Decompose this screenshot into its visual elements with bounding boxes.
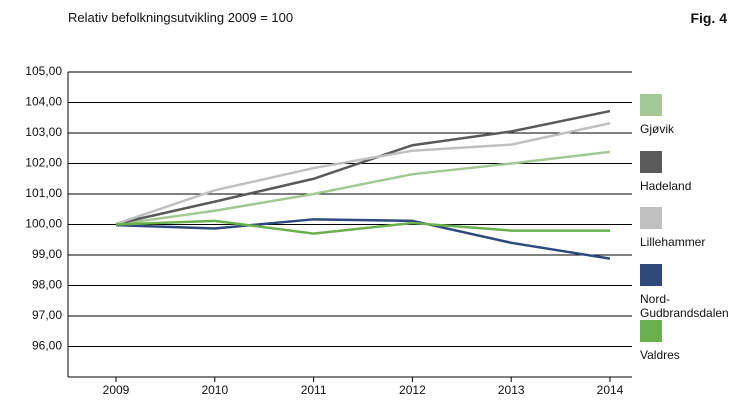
series-line [115, 219, 610, 235]
chart-title: Relativ befolkningsutvikling 2009 = 100 [68, 10, 294, 25]
y-tick-label: 98,00 [32, 278, 62, 292]
series-line [115, 218, 611, 260]
y-tick-label: 103,00 [25, 125, 62, 139]
y-tick-label: 100,00 [25, 217, 62, 231]
y-tick-label: 96,00 [32, 339, 62, 353]
y-tick-label: 104,00 [25, 95, 62, 109]
y-tick-label: 101,00 [25, 186, 62, 200]
legend-swatch [640, 94, 662, 116]
legend-label: Gjøvik [640, 122, 674, 136]
figure-label: Fig. 4 [690, 10, 727, 26]
x-tick-label: 2013 [498, 383, 525, 397]
y-tick-label: 97,00 [32, 308, 62, 322]
y-tick-label: 105,00 [25, 64, 62, 78]
x-tick-label: 2012 [399, 383, 426, 397]
x-tick-label: 2014 [597, 383, 624, 397]
legend-swatch [640, 150, 662, 173]
legend-label: Lillehammer [640, 235, 706, 249]
x-tick-label: 2010 [201, 383, 228, 397]
legend-swatch [640, 207, 662, 229]
y-tick-label: 102,00 [25, 156, 62, 170]
x-tick-label: 2011 [301, 383, 327, 397]
legend-label: Valdres [640, 348, 680, 362]
legend-label: Hadeland [640, 178, 692, 193]
legend-swatch [640, 263, 662, 286]
series-line [115, 122, 611, 226]
series-line [115, 109, 611, 226]
y-tick-label: 99,00 [32, 247, 62, 261]
x-tick-label: 2009 [103, 383, 130, 397]
series-line [115, 150, 611, 226]
legend-swatch [640, 320, 662, 342]
legend-label: Nord-Gudbrandsdalen [640, 291, 729, 320]
